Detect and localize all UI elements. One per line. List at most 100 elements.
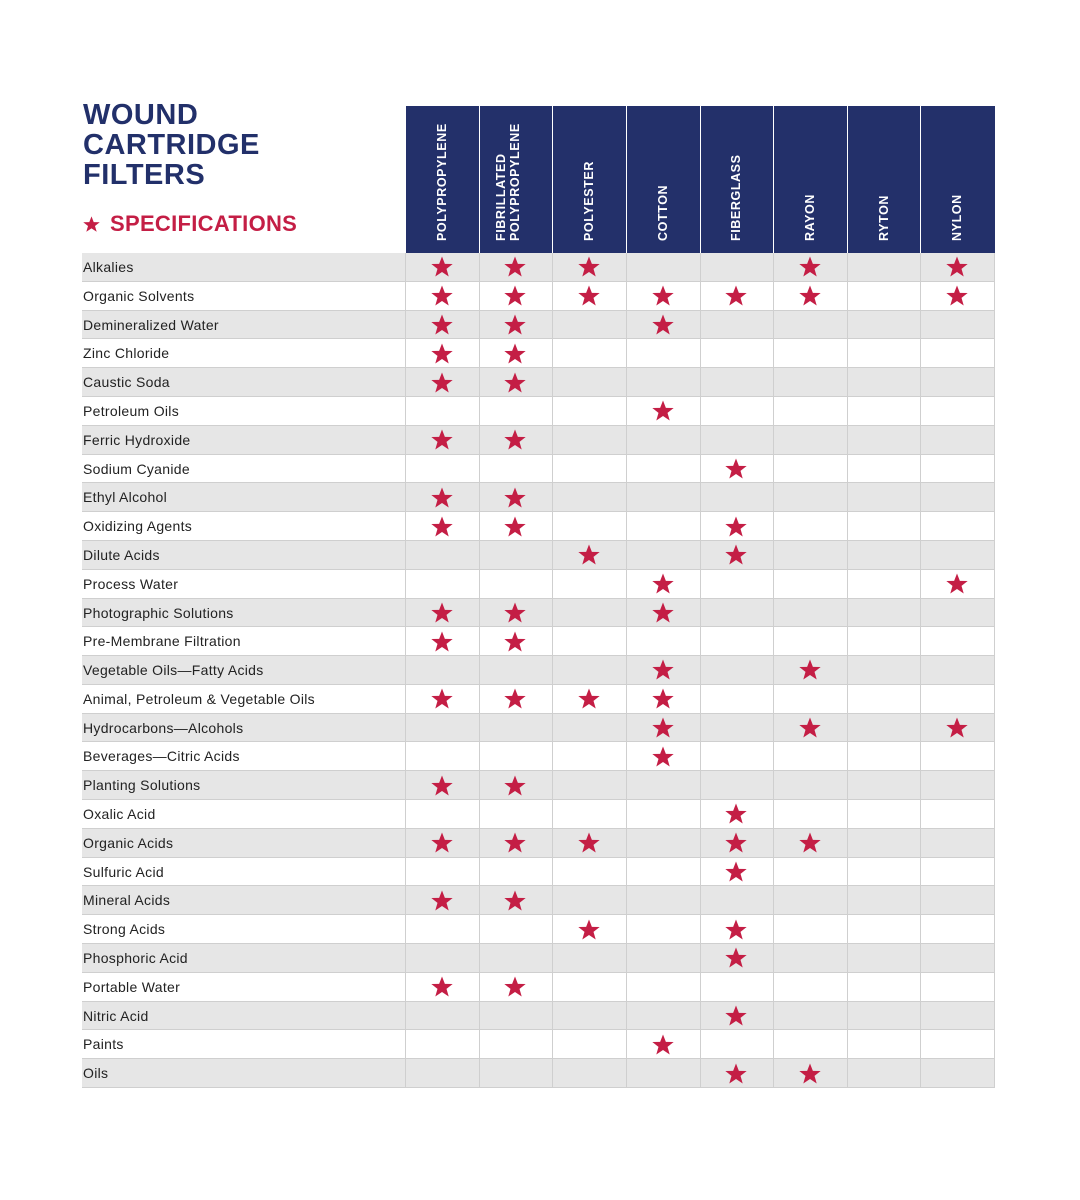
star — [652, 400, 674, 421]
subtitle: SPECIFICATIONS — [110, 211, 298, 236]
star — [431, 890, 453, 911]
row-label: Vegetable Oils—Fatty Acids — [83, 662, 264, 679]
table-row: Oxidizing Agents — [82, 512, 994, 541]
star — [652, 314, 674, 335]
column-header-label: RAYON — [802, 194, 817, 241]
star — [725, 861, 747, 882]
star — [431, 832, 453, 853]
table-row: Vegetable Oils—Fatty Acids — [82, 656, 994, 685]
table-row: Organic Solvents — [82, 282, 994, 311]
table-row: Hydrocarbons—Alcohols — [82, 713, 994, 743]
star — [799, 717, 821, 738]
table-row: Pre-Membrane Filtration — [82, 627, 994, 657]
row-label: Sodium Cyanide — [83, 460, 190, 477]
title-line: CARTRIDGE — [83, 129, 260, 161]
table-row: Animal, Petroleum & Vegetable Oils — [82, 685, 994, 714]
star — [725, 947, 747, 968]
row-label: Petroleum Oils — [83, 402, 180, 419]
row-label: Caustic Soda — [83, 374, 170, 391]
column-header: NYLON — [920, 106, 995, 253]
row-label: Paints — [83, 1036, 124, 1053]
star — [725, 544, 747, 565]
column-header: POLYPROPYLENE — [405, 106, 480, 253]
star — [504, 890, 527, 911]
star — [652, 717, 674, 738]
star — [431, 343, 453, 364]
column-divider — [773, 253, 775, 1088]
row-label: Organic Acids — [83, 834, 174, 851]
star — [504, 775, 527, 796]
star — [578, 919, 600, 940]
row-label: Pre-Membrane Filtration — [83, 633, 241, 650]
table-row: Photographic Solutions — [82, 598, 994, 628]
table-row: Paints — [82, 1030, 994, 1060]
star — [799, 1063, 821, 1084]
star — [725, 1063, 747, 1084]
star — [431, 487, 453, 508]
star-icon — [83, 215, 100, 232]
star — [578, 285, 600, 306]
table-row: Phosphoric Acid — [82, 944, 994, 973]
row-label: Portable Water — [83, 978, 181, 995]
column-header-label: COTTON — [655, 184, 670, 241]
table-row: Process Water — [82, 570, 994, 599]
star — [725, 458, 747, 479]
table-row: Planting Solutions — [82, 771, 994, 801]
star — [504, 516, 527, 536]
row-label: Beverages—Citric Acids — [83, 748, 240, 765]
column-header: POLYESTER — [552, 106, 627, 253]
table-row: Sulfuric Acid — [82, 858, 994, 887]
row-label: Ethyl Alcohol — [83, 489, 168, 506]
column-header-label: FIBRILLATED POLYPROPYLENE — [494, 123, 523, 241]
star — [504, 429, 527, 450]
star — [504, 256, 527, 277]
column-divider — [920, 253, 922, 1088]
star — [431, 285, 453, 306]
star — [431, 429, 453, 450]
star — [504, 832, 527, 853]
table-row: Sodium Cyanide — [82, 455, 994, 484]
star — [578, 832, 600, 853]
title-line: FILTERS — [83, 159, 206, 191]
column-divider — [699, 253, 701, 1088]
column-header-label: POLYPROPYLENE — [434, 123, 449, 241]
column-header-label: NYLON — [950, 194, 965, 241]
row-label: Animal, Petroleum & Vegetable Oils — [83, 690, 315, 707]
star — [652, 573, 674, 594]
row-label: Zinc Chloride — [83, 345, 170, 362]
table-row: Zinc Chloride — [82, 339, 994, 369]
star — [431, 314, 453, 335]
subtitle-block: SPECIFICATIONS — [83, 211, 297, 237]
table-row: Ethyl Alcohol — [82, 483, 994, 513]
row-label: Strong Acids — [83, 921, 166, 938]
star — [799, 285, 821, 306]
row-label: Mineral Acids — [83, 892, 171, 909]
row-label: Oxidizing Agents — [83, 518, 193, 535]
star — [799, 256, 821, 277]
row-label: Planting Solutions — [83, 777, 201, 794]
star — [431, 631, 453, 652]
star — [504, 688, 527, 709]
column-header-label: RYTON — [876, 194, 891, 241]
star — [578, 256, 600, 277]
column-divider — [478, 253, 480, 1088]
table-row: Ferric Hydroxide — [82, 425, 994, 455]
star — [725, 919, 747, 940]
table-row: Demineralized Water — [82, 310, 994, 340]
star — [725, 1005, 747, 1026]
star — [652, 285, 674, 306]
row-label: Sulfuric Acid — [83, 863, 164, 880]
star — [946, 285, 968, 306]
table-row: Portable Water — [82, 973, 994, 1002]
table-row: Beverages—Citric Acids — [82, 742, 994, 772]
table-row: Alkalies — [82, 253, 994, 282]
star — [431, 256, 453, 277]
star — [504, 314, 527, 335]
row-label: Phosphoric Acid — [83, 950, 188, 967]
row-label: Oils — [83, 1065, 109, 1082]
column-divider — [405, 253, 406, 1088]
column-header: FIBRILLATED POLYPROPYLENE — [478, 106, 554, 253]
star — [652, 746, 674, 767]
star — [799, 832, 821, 853]
